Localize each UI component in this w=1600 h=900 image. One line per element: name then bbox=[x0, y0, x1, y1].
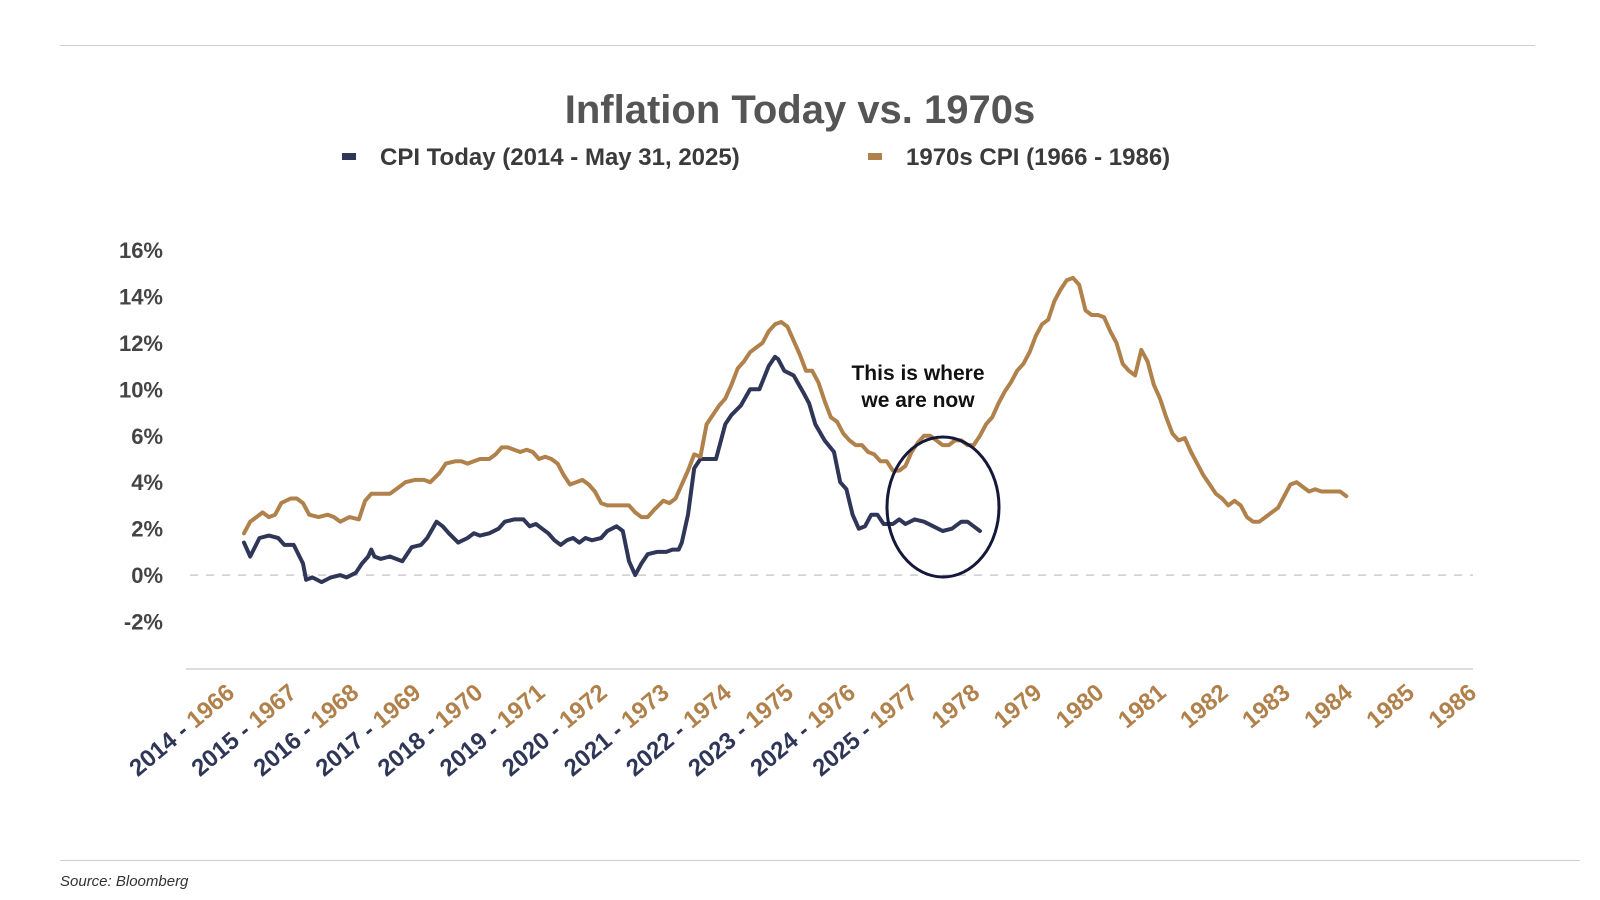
x-tick-label: 1986 bbox=[1424, 679, 1482, 734]
annotation-text: we are now bbox=[860, 389, 975, 412]
x-tick-label: 1985 bbox=[1362, 679, 1420, 734]
bottom-divider bbox=[60, 860, 1580, 861]
legend-item-today: CPI Today (2014 - May 31, 2025) bbox=[342, 144, 740, 172]
x-tick-label: 1982 bbox=[1175, 679, 1233, 734]
y-tick-label: 2% bbox=[131, 517, 163, 542]
source-note: Source: Bloomberg bbox=[60, 873, 189, 890]
y-tick-label: 0% bbox=[131, 563, 163, 588]
x-tick-label: 1980 bbox=[1051, 679, 1109, 734]
top-divider bbox=[60, 45, 1535, 46]
x-tick-label: 1983 bbox=[1237, 679, 1295, 734]
y-tick-label: 14% bbox=[119, 284, 163, 309]
y-tick-label: -2% bbox=[124, 610, 163, 635]
y-tick-label: 4% bbox=[131, 470, 163, 495]
legend-swatch-1970s bbox=[868, 153, 882, 161]
y-tick-label: 12% bbox=[119, 331, 163, 356]
y-tick-label: 6% bbox=[131, 424, 163, 449]
series-line-cpi-today bbox=[242, 354, 982, 585]
x-tick-label: 1981 bbox=[1113, 679, 1171, 734]
legend-item-1970s: 1970s CPI (1966 - 1986) bbox=[868, 144, 1170, 172]
legend-label-1970s: 1970s CPI (1966 - 1986) bbox=[906, 144, 1171, 171]
legend-swatch-today bbox=[342, 153, 356, 161]
y-tick-label: 10% bbox=[119, 377, 163, 402]
x-tick-label: 1984 bbox=[1299, 678, 1358, 733]
x-tick-label: 1978 bbox=[927, 679, 985, 734]
legend: CPI Today (2014 - May 31, 2025) 1970s CP… bbox=[0, 144, 1600, 174]
annotation-circle bbox=[885, 435, 1001, 579]
chart-title: Inflation Today vs. 1970s bbox=[564, 88, 1036, 132]
annotation-text: This is where bbox=[851, 362, 984, 385]
y-tick-label: 16% bbox=[119, 238, 163, 263]
x-tick-label: 1979 bbox=[989, 679, 1047, 734]
legend-label-today: CPI Today (2014 - May 31, 2025) bbox=[380, 144, 740, 171]
series-line-1970s-cpi bbox=[242, 275, 1349, 536]
